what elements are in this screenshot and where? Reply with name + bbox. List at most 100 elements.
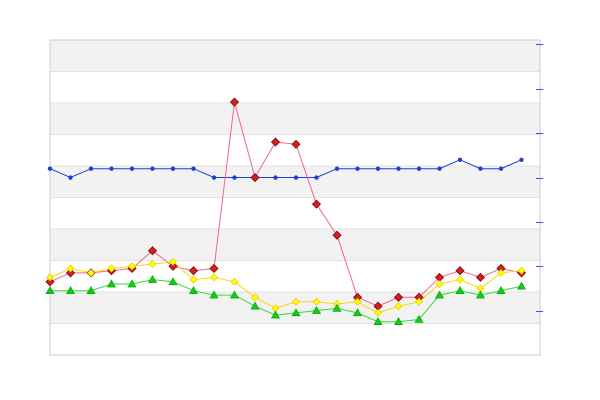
data-point bbox=[229, 97, 240, 107]
data-point bbox=[109, 166, 114, 171]
data-point bbox=[414, 314, 424, 323]
grid-band bbox=[50, 40, 540, 72]
data-point bbox=[497, 268, 505, 277]
plot-frame bbox=[49, 39, 541, 356]
data-point bbox=[455, 266, 465, 276]
data-point bbox=[270, 137, 281, 147]
data-point bbox=[47, 166, 53, 171]
data-point bbox=[88, 166, 94, 171]
data-point bbox=[393, 292, 404, 302]
data-point bbox=[232, 175, 237, 180]
data-point bbox=[189, 275, 198, 284]
data-point bbox=[311, 199, 322, 209]
grid-band bbox=[50, 134, 540, 166]
grid-band bbox=[50, 292, 540, 324]
data-point bbox=[86, 286, 96, 294]
data-point bbox=[314, 175, 319, 180]
data-point bbox=[478, 166, 483, 171]
data-point bbox=[150, 166, 155, 171]
series-line-1 bbox=[49, 159, 522, 179]
data-point bbox=[416, 166, 422, 171]
series-line-4 bbox=[50, 279, 522, 323]
data-point bbox=[188, 286, 199, 294]
data-point bbox=[148, 260, 157, 268]
y-axis-ticks bbox=[536, 44, 543, 312]
data-point bbox=[168, 277, 178, 286]
data-point bbox=[210, 273, 218, 282]
data-point bbox=[191, 166, 196, 171]
grid-band bbox=[50, 229, 540, 261]
data-point bbox=[107, 264, 116, 273]
data-point bbox=[437, 166, 442, 171]
grid-band bbox=[50, 71, 540, 103]
data-point bbox=[355, 166, 360, 171]
data-point bbox=[455, 286, 465, 294]
data-point bbox=[87, 268, 95, 277]
data-point bbox=[250, 172, 260, 183]
data-point bbox=[45, 277, 55, 287]
data-point bbox=[375, 166, 381, 171]
data-point bbox=[209, 290, 219, 299]
series-markers bbox=[45, 97, 527, 326]
data-point bbox=[394, 302, 403, 311]
data-point bbox=[415, 297, 423, 306]
data-point bbox=[106, 279, 117, 288]
data-point bbox=[374, 308, 382, 317]
data-point bbox=[475, 290, 486, 299]
data-point bbox=[292, 297, 300, 306]
data-point bbox=[147, 274, 158, 283]
data-point bbox=[456, 275, 464, 284]
data-point bbox=[291, 308, 301, 317]
data-point bbox=[66, 264, 75, 273]
data-point bbox=[352, 308, 363, 317]
data-point bbox=[273, 175, 278, 180]
grid-band bbox=[50, 103, 540, 135]
data-point bbox=[373, 317, 383, 326]
data-point bbox=[65, 268, 76, 278]
data-point bbox=[311, 306, 322, 314]
data-point bbox=[353, 297, 362, 306]
data-point bbox=[147, 246, 158, 256]
data-point bbox=[457, 157, 463, 162]
data-point bbox=[291, 139, 301, 149]
data-point bbox=[170, 166, 176, 171]
data-point bbox=[516, 281, 527, 290]
data-point bbox=[250, 301, 260, 310]
data-point bbox=[129, 166, 135, 171]
grid-band bbox=[50, 260, 540, 292]
grid-band bbox=[50, 166, 540, 198]
plot-border bbox=[49, 39, 541, 356]
data-point bbox=[312, 297, 321, 306]
data-point bbox=[65, 286, 76, 294]
data-point bbox=[229, 290, 240, 299]
data-point bbox=[435, 280, 444, 288]
data-point bbox=[332, 230, 342, 240]
data-point bbox=[128, 262, 136, 271]
data-point bbox=[46, 273, 54, 282]
plot-background-bands bbox=[50, 40, 540, 355]
data-point bbox=[332, 303, 342, 312]
data-point bbox=[188, 266, 199, 276]
data-point bbox=[519, 157, 524, 162]
data-point bbox=[334, 166, 340, 171]
data-point bbox=[270, 310, 281, 319]
data-point bbox=[211, 175, 217, 180]
data-point bbox=[230, 277, 239, 286]
data-point bbox=[251, 293, 259, 302]
data-point bbox=[393, 317, 404, 326]
data-point bbox=[293, 175, 299, 180]
data-point bbox=[475, 272, 486, 282]
data-point bbox=[168, 261, 178, 271]
data-point bbox=[45, 286, 55, 294]
data-point bbox=[169, 257, 177, 266]
grid-band bbox=[50, 323, 540, 355]
data-point bbox=[209, 263, 219, 274]
grid-band bbox=[50, 197, 540, 229]
data-point bbox=[127, 279, 137, 288]
data-point bbox=[434, 290, 445, 299]
data-point bbox=[498, 166, 504, 171]
data-point bbox=[517, 266, 526, 275]
data-point bbox=[496, 286, 506, 294]
